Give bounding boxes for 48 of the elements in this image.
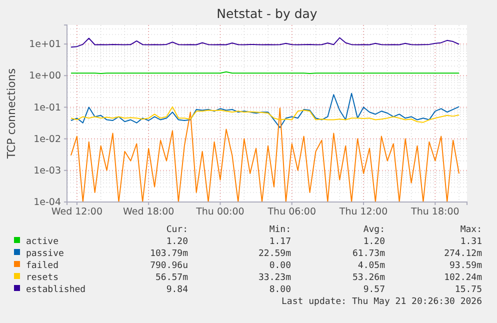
x-tick-label: Wed 18:00 bbox=[123, 206, 174, 218]
x-tick-label: Thu 06:00 bbox=[266, 206, 316, 218]
text: 22.59m bbox=[258, 249, 291, 259]
legend-label: passive bbox=[26, 249, 64, 259]
text: Last update: Thu May 21 20:26:30 2026 bbox=[282, 297, 482, 307]
text: 8.00 bbox=[269, 285, 291, 295]
text: Avg: bbox=[363, 225, 385, 235]
text: Cur: bbox=[166, 225, 188, 235]
x-tick-label: Thu 00:00 bbox=[195, 206, 244, 218]
line-series bbox=[70, 37, 460, 48]
text: 9.84 bbox=[166, 285, 188, 295]
text: 15.75 bbox=[454, 285, 482, 295]
line-series bbox=[70, 106, 460, 123]
y-tick-label: 1e+01 bbox=[29, 39, 61, 50]
line-series bbox=[70, 92, 460, 128]
text: 53.26m bbox=[352, 273, 385, 283]
x-tick-label: Thu 18:00 bbox=[410, 206, 460, 218]
text: 93.59m bbox=[449, 261, 482, 271]
text: Min: bbox=[269, 225, 291, 235]
text: 790.96u bbox=[150, 261, 188, 271]
legend-label: active bbox=[26, 237, 59, 247]
y-tick-label: 1e+00 bbox=[29, 70, 61, 82]
legend-label: established bbox=[26, 285, 86, 295]
y-tick-label: 1e-03 bbox=[34, 165, 61, 176]
text: 1.17 bbox=[269, 237, 291, 247]
y-tick-label: 1e-04 bbox=[34, 197, 61, 208]
text: 9.57 bbox=[363, 285, 385, 295]
text: 33.23m bbox=[258, 273, 291, 283]
text: 1.20 bbox=[363, 237, 385, 247]
line-series bbox=[70, 108, 460, 202]
x-tick-label: Wed 12:00 bbox=[51, 206, 103, 218]
y-tick-label: 1e-01 bbox=[34, 102, 61, 114]
text: 102.24m bbox=[444, 273, 482, 283]
legend-label: failed bbox=[26, 261, 59, 271]
text: 274.12m bbox=[444, 249, 482, 259]
y-tick-label: 1e-02 bbox=[34, 134, 61, 145]
x-tick-label: Thu 12:00 bbox=[338, 206, 388, 218]
legend-label: resets bbox=[26, 273, 59, 283]
text: 103.79m bbox=[150, 249, 188, 259]
text: 1.20 bbox=[166, 237, 188, 247]
text: 1.31 bbox=[460, 237, 482, 247]
text: 4.05m bbox=[358, 261, 385, 271]
chart-title: Netstat - by day bbox=[216, 6, 318, 21]
text: 0.00 bbox=[269, 261, 291, 271]
text: 56.57m bbox=[155, 273, 188, 283]
text: Max: bbox=[460, 225, 482, 235]
y-axis-title: TCP connections bbox=[5, 68, 18, 160]
text: 61.73m bbox=[352, 249, 385, 259]
